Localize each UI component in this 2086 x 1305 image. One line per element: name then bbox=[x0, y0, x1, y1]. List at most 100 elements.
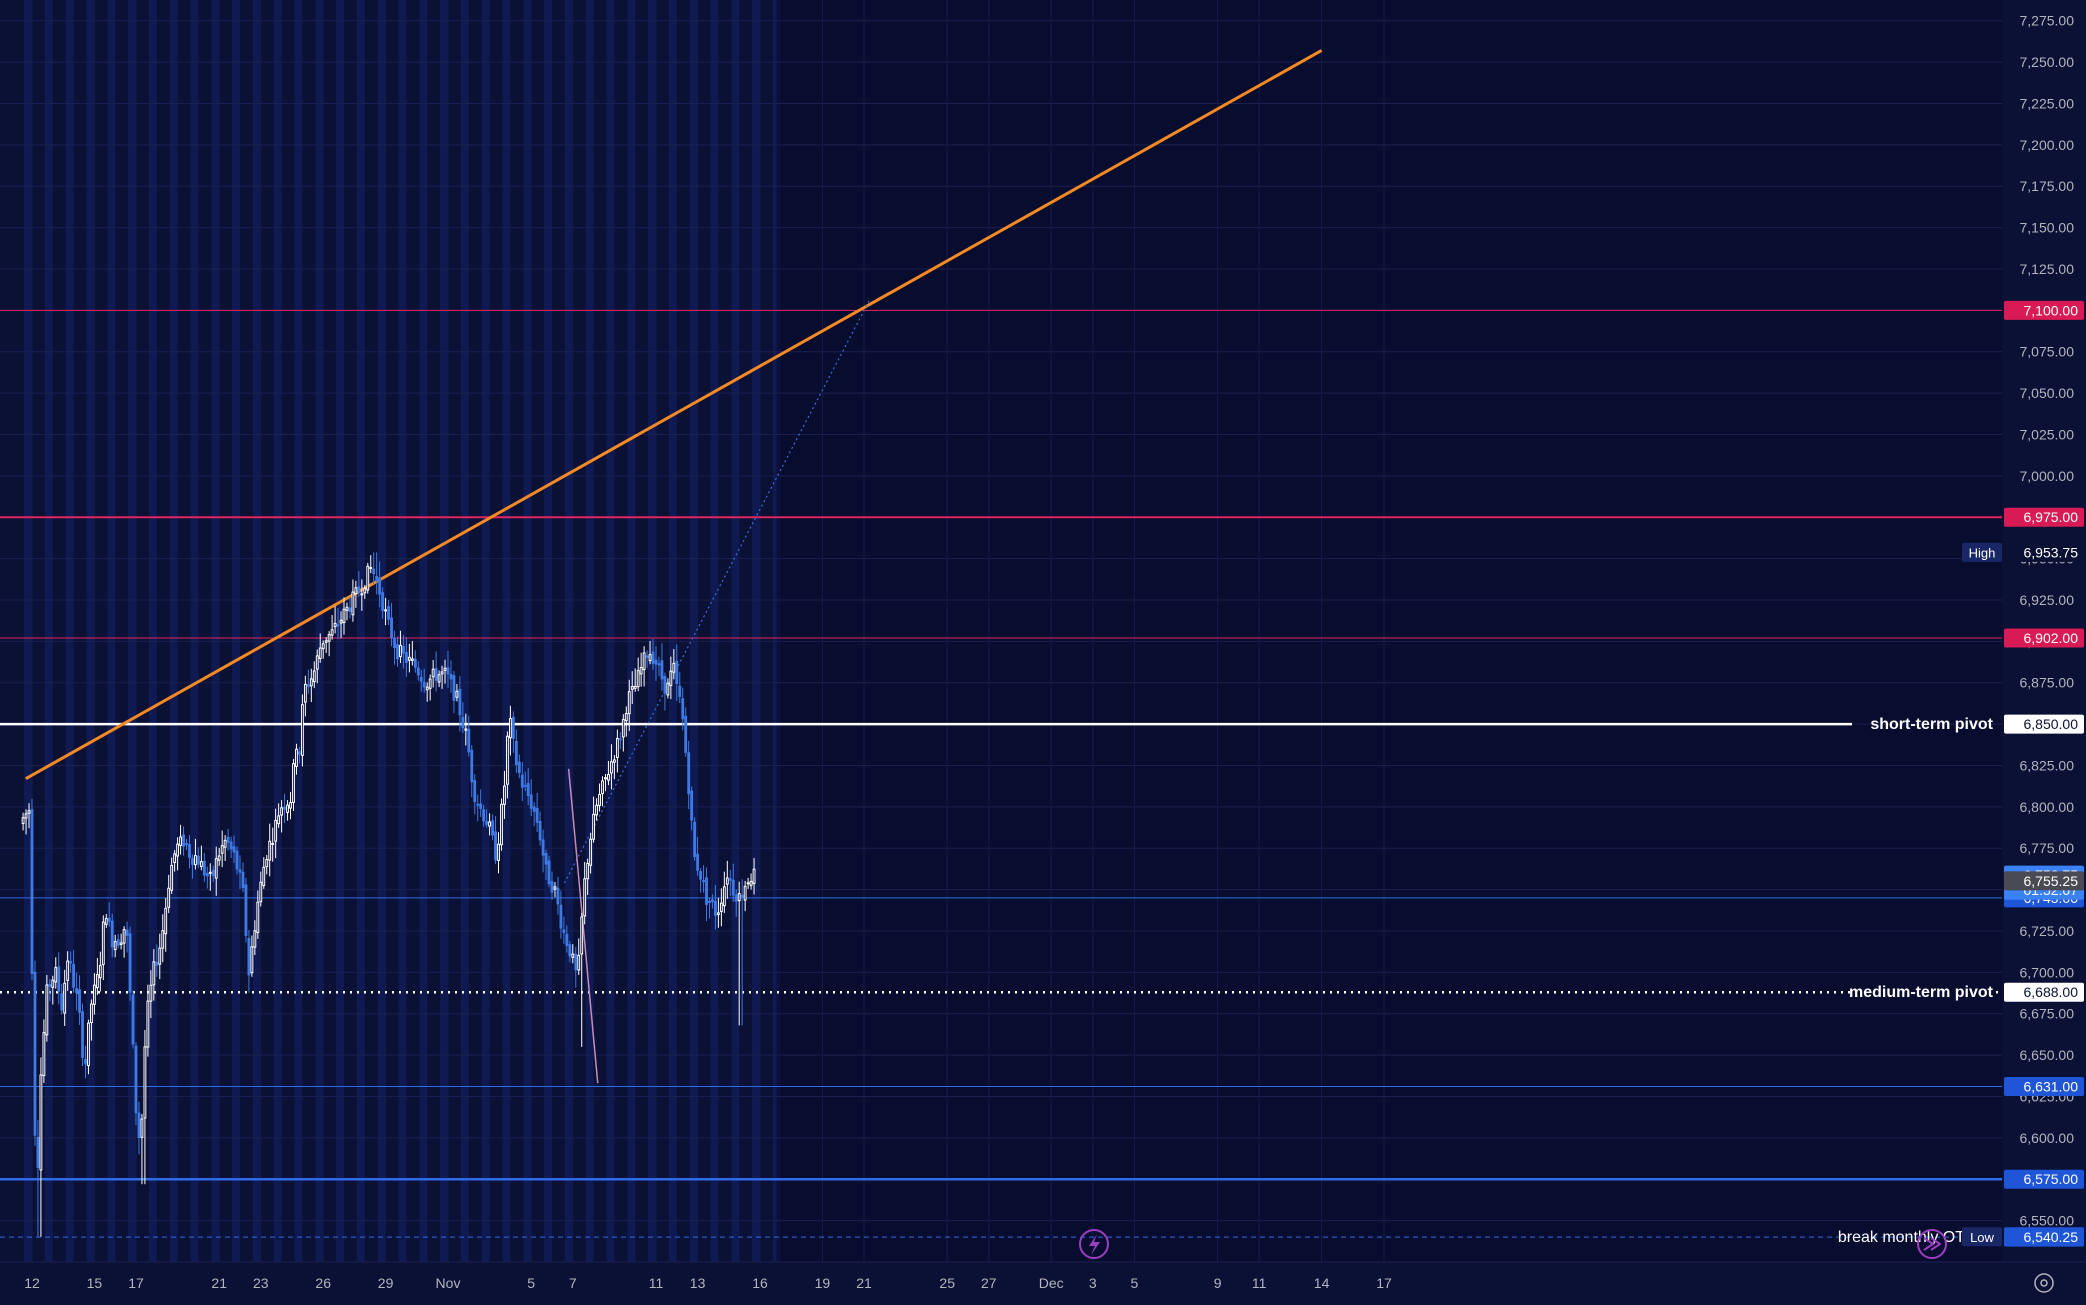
candle-body bbox=[27, 810, 31, 814]
candle-body bbox=[491, 820, 494, 836]
session-stripe bbox=[169, 0, 178, 1262]
trendline[interactable] bbox=[567, 768, 599, 1084]
session-stripe bbox=[190, 0, 199, 1262]
candle-body bbox=[666, 682, 670, 696]
candle-body bbox=[506, 735, 509, 785]
candle-body bbox=[407, 656, 411, 661]
session-stripe bbox=[294, 0, 303, 1262]
candle-body bbox=[470, 749, 474, 783]
price-axis-bg[interactable] bbox=[2002, 0, 2086, 1300]
session-stripe bbox=[460, 0, 469, 1262]
candle-body bbox=[51, 979, 55, 988]
candle-body bbox=[520, 774, 524, 788]
candle-body bbox=[42, 1032, 46, 1076]
candle-body bbox=[262, 866, 266, 887]
session-stripe bbox=[107, 0, 116, 1262]
session-stripe bbox=[481, 0, 490, 1262]
candle-body bbox=[716, 912, 720, 916]
time-tick-label: Dec bbox=[1039, 1275, 1064, 1291]
level-price-tag-bg bbox=[2004, 1169, 2084, 1189]
candle-body bbox=[223, 839, 227, 848]
candle-body bbox=[384, 609, 388, 612]
candle-body bbox=[348, 607, 352, 612]
candle-body bbox=[684, 715, 688, 753]
time-tick-label: 21 bbox=[856, 1275, 872, 1291]
level-price-tag-bg bbox=[2004, 628, 2084, 648]
settings-icon[interactable] bbox=[2034, 1273, 2054, 1293]
candle-body bbox=[615, 738, 619, 758]
lightning-icon[interactable] bbox=[1079, 1229, 1109, 1259]
session-stripe bbox=[544, 0, 552, 1262]
candle-body bbox=[256, 901, 260, 933]
time-tick-label: 16 bbox=[752, 1275, 768, 1291]
candle-body bbox=[565, 933, 569, 946]
price-tick-label: 6,600.00 bbox=[2020, 1130, 2075, 1146]
candle-body bbox=[458, 688, 462, 716]
time-tick-label: 17 bbox=[128, 1275, 144, 1291]
level-price-tag: 6,902.00 bbox=[2024, 630, 2079, 646]
price-tick-label: 6,700.00 bbox=[2020, 964, 2075, 980]
candle-body bbox=[167, 887, 171, 908]
candle-body bbox=[559, 904, 563, 929]
low-tag-bg bbox=[1962, 1227, 2002, 1247]
session-stripe bbox=[564, 0, 573, 1262]
candle-body bbox=[92, 984, 96, 1005]
candle-body bbox=[708, 900, 711, 903]
price-tick-label: 6,675.00 bbox=[2020, 1006, 2075, 1022]
session-stripe bbox=[440, 0, 448, 1262]
candle-body bbox=[568, 944, 572, 957]
candle-body bbox=[179, 836, 182, 846]
candle-body bbox=[583, 878, 587, 917]
candle-body bbox=[253, 930, 257, 948]
candle-body bbox=[149, 984, 153, 1002]
candle-body bbox=[280, 807, 284, 816]
session-stripe bbox=[252, 0, 261, 1262]
candle-body bbox=[538, 821, 542, 841]
candle-body bbox=[624, 713, 628, 722]
price-tick-label: 6,825.00 bbox=[2020, 757, 2075, 773]
candle-body bbox=[78, 989, 81, 1013]
time-tick-label: 15 bbox=[87, 1275, 103, 1291]
candle-body bbox=[449, 674, 453, 680]
prev-price-tag: 6,755.25 bbox=[2024, 873, 2079, 889]
candle-body bbox=[482, 809, 486, 822]
candle-body bbox=[663, 675, 667, 694]
candle-body bbox=[357, 586, 361, 593]
price-tick-label: 6,800.00 bbox=[2020, 799, 2075, 815]
candle-body bbox=[241, 871, 245, 889]
price-tick-label: 6,925.00 bbox=[2020, 592, 2075, 608]
session-stripe bbox=[668, 0, 677, 1262]
trendline[interactable] bbox=[25, 49, 1323, 781]
candle-body bbox=[196, 855, 200, 865]
candle-body bbox=[309, 678, 313, 687]
level-price-tag-bg bbox=[2004, 507, 2084, 527]
time-axis-bg[interactable] bbox=[0, 1262, 2086, 1300]
time-tick-label: 17 bbox=[1376, 1275, 1392, 1291]
candles bbox=[21, 552, 756, 1237]
candle-body bbox=[375, 576, 379, 582]
time-tick-label: 29 bbox=[378, 1275, 394, 1291]
candle-body bbox=[678, 685, 682, 697]
forward-icon[interactable] bbox=[1917, 1229, 1947, 1259]
candle-body bbox=[333, 622, 337, 628]
price-tick-label: 7,250.00 bbox=[2020, 54, 2075, 70]
candle-body bbox=[81, 1011, 84, 1058]
candle-body bbox=[66, 960, 70, 981]
candle-body bbox=[378, 577, 382, 595]
price-tick-label: 6,875.00 bbox=[2020, 675, 2075, 691]
level-price-tag: 6,575.00 bbox=[2024, 1171, 2079, 1187]
session-stripe bbox=[377, 0, 386, 1262]
price-tick-label: 6,550.00 bbox=[2020, 1213, 2075, 1229]
session-stripe bbox=[273, 0, 282, 1262]
candle-body bbox=[101, 921, 105, 965]
candle-body bbox=[173, 853, 177, 863]
candle-body bbox=[464, 728, 468, 731]
candle-body bbox=[541, 839, 545, 856]
session-stripe bbox=[148, 0, 157, 1262]
candle-body bbox=[300, 704, 304, 756]
session-stripe bbox=[752, 0, 760, 1262]
candle-body bbox=[719, 902, 723, 912]
candle-body bbox=[711, 899, 714, 903]
